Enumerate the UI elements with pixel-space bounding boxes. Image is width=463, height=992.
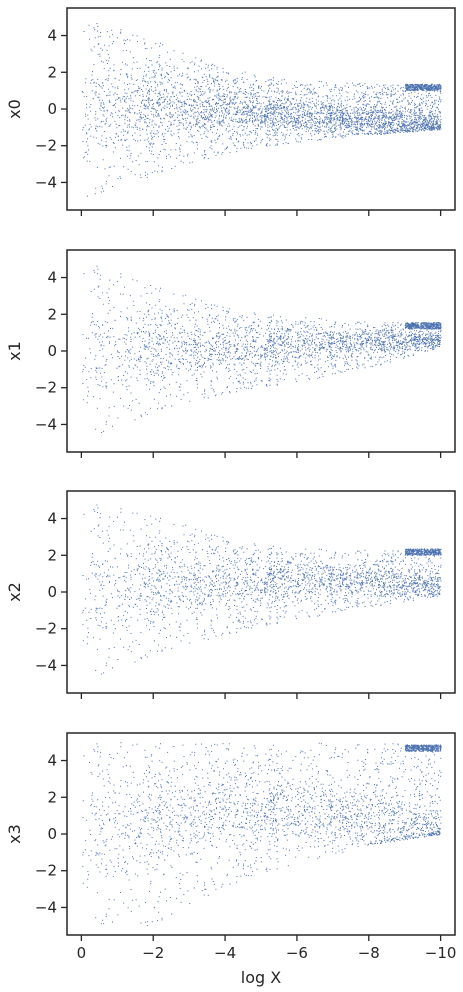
y-tick-label: −2 <box>35 379 57 397</box>
x-axis <box>80 452 442 458</box>
y-tick-label: −2 <box>35 137 57 155</box>
y-tick-label: 4 <box>47 752 57 770</box>
y-tick-label: 2 <box>47 305 57 323</box>
y-tick-label: −4 <box>35 898 57 916</box>
x-axis-label: log X <box>241 968 281 987</box>
y-axis-label: x0 <box>5 99 24 119</box>
y-tick-label: 0 <box>47 342 57 360</box>
y-tick-label: 4 <box>47 269 57 287</box>
y-tick-label: −4 <box>35 415 57 433</box>
y-tick-label: 2 <box>47 63 57 81</box>
x-tick-label: −4 <box>214 944 236 962</box>
y-tick-label: −2 <box>35 620 57 638</box>
y-tick-label: 0 <box>47 100 57 118</box>
x-axis <box>80 210 442 216</box>
y-tick-label: −4 <box>35 656 57 674</box>
x-axis: 0 −2 −4 −6 −8 −10 <box>77 935 457 962</box>
y-axis: 4 2 0 −2 −4 <box>35 27 67 191</box>
x-tick-label: −2 <box>142 944 164 962</box>
panel-x3: 4 2 0 −2 −4 0 −2 −4 −6 −8 −10 x3 log X <box>5 732 457 987</box>
y-axis-label: x3 <box>5 824 24 844</box>
y-axis: 4 2 0 −2 −4 <box>35 269 67 433</box>
x-tick-label: −8 <box>358 944 380 962</box>
y-tick-label: −4 <box>35 173 57 191</box>
x-tick-label: 0 <box>77 944 87 962</box>
y-tick-label: 0 <box>47 583 57 601</box>
x-tick-label: −10 <box>425 944 457 962</box>
y-axis-label: x2 <box>5 582 24 602</box>
y-axis: 4 2 0 −2 −4 <box>35 752 67 916</box>
y-axis-label: x1 <box>5 341 24 361</box>
y-tick-label: −2 <box>35 862 57 880</box>
y-tick-label: 4 <box>47 27 57 45</box>
y-tick-label: 0 <box>47 825 57 843</box>
panel-x0: 4 2 0 −2 −4 x0 <box>5 7 456 216</box>
x-axis <box>80 693 442 699</box>
y-axis: 4 2 0 −2 −4 <box>35 510 67 674</box>
panel-x2: 4 2 0 −2 −4 x2 <box>5 490 456 699</box>
y-tick-label: 2 <box>47 788 57 806</box>
y-tick-label: 2 <box>47 546 57 564</box>
x-tick-label: −6 <box>286 944 308 962</box>
panel-x1: 4 2 0 −2 −4 x1 <box>5 249 456 458</box>
y-tick-label: 4 <box>47 510 57 528</box>
